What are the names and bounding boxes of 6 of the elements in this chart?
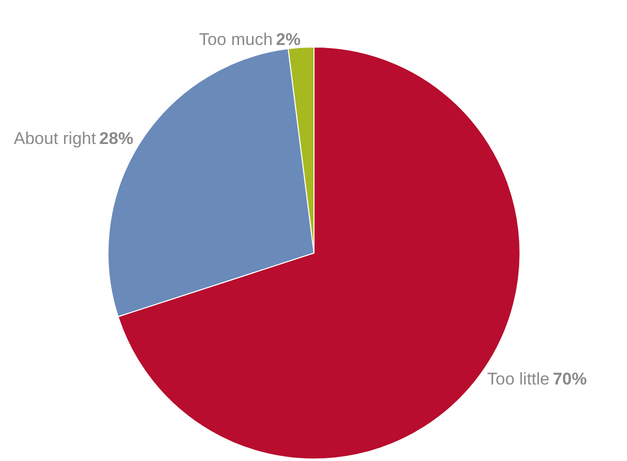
slice-label: Too little (487, 369, 550, 388)
data-label: 2% (276, 30, 301, 49)
slice-label: Too much (198, 30, 273, 49)
data-label: 70% (552, 369, 587, 388)
slice-label: About right (14, 128, 96, 148)
data-label: 28% (99, 128, 134, 148)
